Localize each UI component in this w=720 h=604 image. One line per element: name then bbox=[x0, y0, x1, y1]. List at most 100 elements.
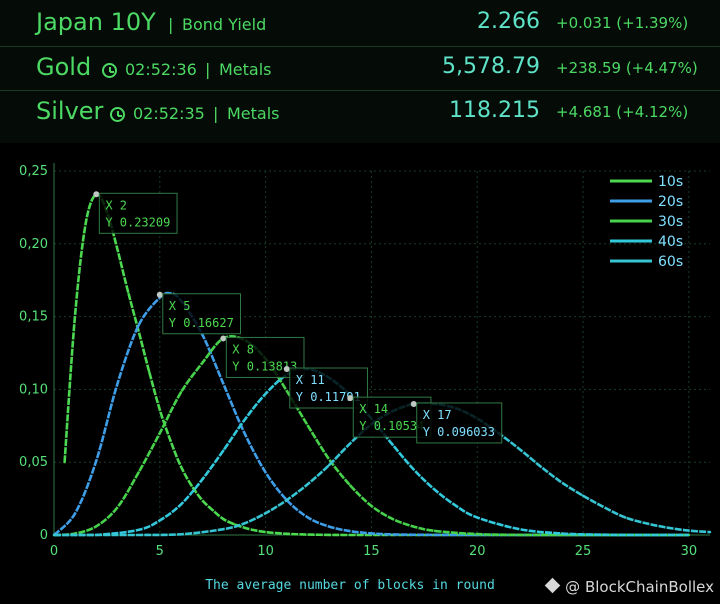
ticker-change: +0.031 (+1.39%) bbox=[556, 14, 689, 32]
data-point bbox=[624, 516, 627, 519]
x-tick-label: 25 bbox=[575, 544, 592, 559]
annotation-x: X 2 bbox=[105, 198, 127, 212]
data-point bbox=[95, 459, 98, 462]
annotation-x: X 11 bbox=[296, 373, 325, 387]
ticker-price: 2.266 bbox=[477, 9, 540, 34]
ticker-time: 02:52:36 bbox=[125, 60, 197, 79]
data-point bbox=[581, 494, 585, 497]
data-point bbox=[190, 484, 193, 487]
ticker-time: 02:52:35 bbox=[133, 104, 205, 123]
legend-label: 10s bbox=[658, 174, 683, 190]
annotation-marker bbox=[347, 395, 354, 402]
x-tick-label: 5 bbox=[156, 544, 164, 559]
x-tick-label: 30 bbox=[681, 544, 698, 559]
ticker-change: +4.681 (+4.12%) bbox=[556, 103, 689, 121]
x-axis-label: The average number of blocks in round bbox=[205, 578, 495, 593]
data-point bbox=[95, 525, 98, 528]
annotation-y: Y 0.096033 bbox=[423, 425, 495, 439]
binance-icon bbox=[544, 577, 561, 594]
annotation-y: Y 0.23209 bbox=[105, 215, 170, 229]
ticker-row[interactable]: Gold 02:52:36 | Metals 5,578.79 +238.59 (+4.4… bbox=[0, 46, 720, 91]
legend-label: 40s bbox=[658, 234, 683, 250]
data-point bbox=[222, 449, 225, 452]
data-point bbox=[253, 529, 257, 532]
data-point bbox=[52, 533, 56, 537]
ticker-panel: Japan 10Y | Bond Yield 2.266 +0.031 (+1.39%)… bbox=[0, 0, 720, 143]
data-point bbox=[560, 532, 564, 535]
ticker-price: 118.215 bbox=[449, 98, 540, 123]
data-point bbox=[179, 533, 183, 536]
data-point bbox=[391, 517, 394, 521]
data-point bbox=[476, 516, 479, 519]
data-point bbox=[243, 431, 246, 435]
ticker-name: Gold bbox=[36, 53, 92, 81]
data-point bbox=[285, 498, 288, 502]
data-point bbox=[211, 509, 214, 512]
data-point bbox=[370, 532, 373, 535]
clock-icon bbox=[110, 107, 125, 122]
series-line-30s bbox=[53, 335, 689, 537]
data-point bbox=[327, 533, 331, 537]
data-point bbox=[285, 532, 288, 536]
x-tick-label: 20 bbox=[469, 544, 486, 559]
y-tick-label: 0,20 bbox=[19, 237, 48, 252]
annotation-y: Y 0.13813 bbox=[232, 359, 297, 373]
ticker-name: Japan 10Y bbox=[36, 8, 156, 36]
y-tick-label: 0,15 bbox=[19, 310, 48, 325]
ticker-price: 5,578.79 bbox=[442, 54, 540, 79]
data-point bbox=[126, 290, 130, 294]
data-point bbox=[84, 222, 87, 225]
legend: 10s 20s 30s 40s 60s bbox=[610, 174, 683, 270]
annotation-marker bbox=[220, 335, 227, 342]
data-point bbox=[232, 522, 236, 526]
y-tick-label: 0 bbox=[40, 528, 48, 543]
data-point bbox=[137, 324, 140, 327]
data-point bbox=[137, 471, 140, 474]
y-tick-label: 0,10 bbox=[19, 382, 48, 397]
data-point bbox=[169, 439, 172, 442]
ticker-name: Silver bbox=[36, 97, 104, 125]
annotation-y: Y 0.16627 bbox=[169, 316, 234, 330]
ticker-category: Metals bbox=[219, 60, 272, 79]
y-tick-label: 0,05 bbox=[19, 455, 48, 470]
data-point bbox=[518, 533, 521, 537]
data-point bbox=[433, 488, 437, 492]
data-point bbox=[179, 503, 183, 506]
watermark-text: @ BlockChainBollex bbox=[565, 578, 714, 596]
y-tick-label: 0,25 bbox=[19, 164, 48, 179]
distribution-chart: 0 0,05 0,10 0,15 0,20 0,25 0 5 10 15 20 25 30 X 2 Y … bbox=[19, 163, 712, 593]
data-point bbox=[264, 392, 267, 395]
x-tick-label: 10 bbox=[257, 544, 274, 559]
ticker-category: Bond Yield bbox=[182, 15, 267, 34]
data-point bbox=[349, 484, 352, 487]
data-point bbox=[243, 522, 246, 525]
watermark: @ BlockChainBollex bbox=[544, 577, 714, 596]
ticker-row[interactable]: Silver 02:52:35 | Metals 118.215 +4.681 (+4.1… bbox=[0, 90, 720, 135]
ticker-separator: | bbox=[205, 60, 211, 79]
annotation-marker bbox=[283, 366, 290, 373]
data-point bbox=[433, 533, 437, 537]
annotation-box bbox=[162, 293, 242, 335]
data-point bbox=[708, 530, 712, 534]
data-point bbox=[63, 461, 66, 464]
data-point bbox=[539, 465, 542, 468]
ticker-row[interactable]: Japan 10Y | Bond Yield 2.266 +0.031 (+1.39%) bbox=[0, 2, 720, 46]
x-tick-label: 0 bbox=[50, 544, 58, 559]
ticker-separator: | bbox=[168, 15, 174, 34]
annotation-marker bbox=[410, 400, 417, 407]
annotation-x: X 17 bbox=[423, 408, 452, 422]
data-point bbox=[433, 529, 437, 533]
legend-label: 20s bbox=[658, 194, 683, 210]
ticker-category: Metals bbox=[227, 104, 280, 123]
annotation-y: Y 0.11791 bbox=[296, 390, 361, 404]
annotation-x: X 14 bbox=[359, 402, 388, 416]
data-point bbox=[666, 526, 669, 529]
annotation-marker bbox=[156, 291, 163, 298]
data-point bbox=[391, 443, 394, 446]
x-tick-label: 15 bbox=[363, 544, 380, 559]
data-point bbox=[137, 528, 140, 532]
annotation-marker bbox=[93, 191, 100, 198]
annotation-box bbox=[98, 192, 178, 234]
annotation-x: X 8 bbox=[232, 342, 254, 356]
